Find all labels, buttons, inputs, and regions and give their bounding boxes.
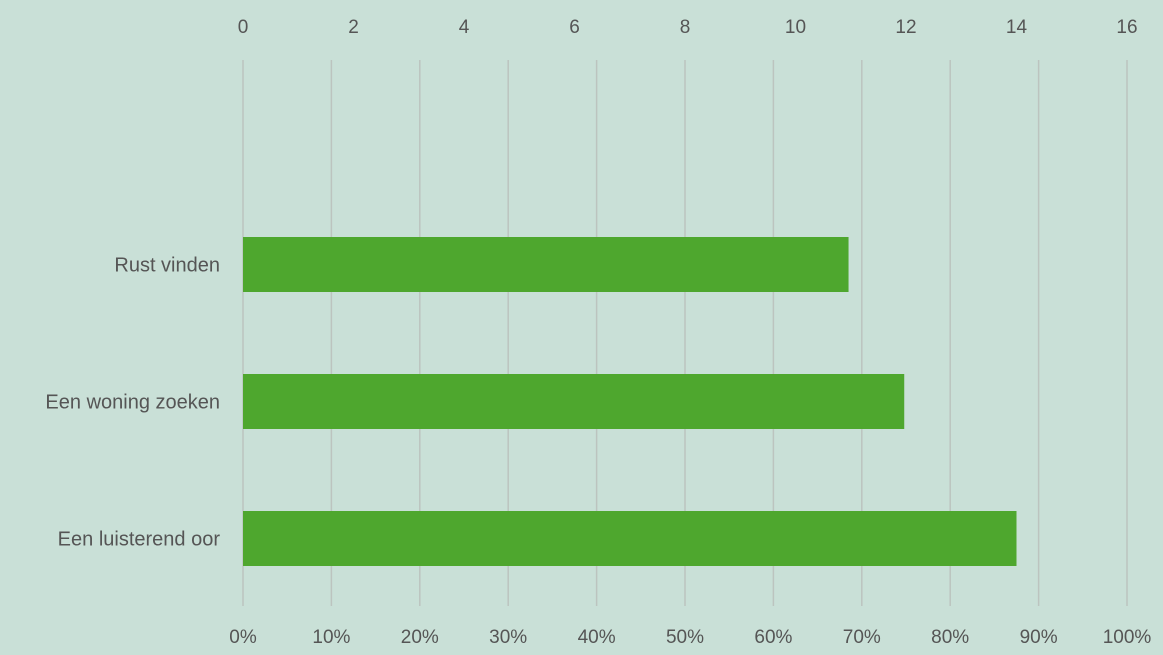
bottom-tick-label: 80% — [931, 627, 969, 648]
bottom-tick-label: 20% — [401, 627, 439, 648]
top-tick-label: 10 — [785, 17, 806, 38]
top-tick-label: 8 — [680, 17, 691, 38]
category-label: Rust vinden — [114, 255, 220, 277]
bars — [243, 237, 1017, 566]
bottom-tick-label: 40% — [578, 627, 616, 648]
top-tick-label: 12 — [895, 17, 916, 38]
bottom-tick-label: 60% — [754, 627, 792, 648]
top-tick-label: 2 — [348, 17, 359, 38]
top-tick-label: 16 — [1116, 17, 1137, 38]
bottom-tick-label: 10% — [312, 627, 350, 648]
top-tick-label: 4 — [459, 17, 470, 38]
top-tick-label: 6 — [569, 17, 580, 38]
top-axis: 0 2 4 6 8 10 12 14 16 — [238, 17, 1138, 38]
bar — [243, 237, 849, 292]
bottom-tick-label: 70% — [843, 627, 881, 648]
category-label: Een luisterend oor — [58, 529, 221, 551]
bar — [243, 374, 905, 429]
bottom-tick-label: 90% — [1020, 627, 1058, 648]
gridlines — [242, 60, 1128, 606]
category-axis: Rust vinden Een woning zoeken Een luistere… — [45, 255, 220, 551]
bottom-tick-label: 100% — [1103, 627, 1152, 648]
top-tick-label: 14 — [1006, 17, 1028, 38]
bottom-tick-label: 30% — [489, 627, 527, 648]
category-label: Een woning zoeken — [45, 392, 220, 414]
bottom-axis: 0% 10% 20% 30% 40% 50% 60% 70% 80% 90% 100% — [229, 627, 1151, 648]
bar — [243, 511, 1017, 566]
top-tick-label: 0 — [238, 17, 249, 38]
bottom-tick-label: 50% — [666, 627, 704, 648]
bottom-tick-label: 0% — [229, 627, 257, 648]
